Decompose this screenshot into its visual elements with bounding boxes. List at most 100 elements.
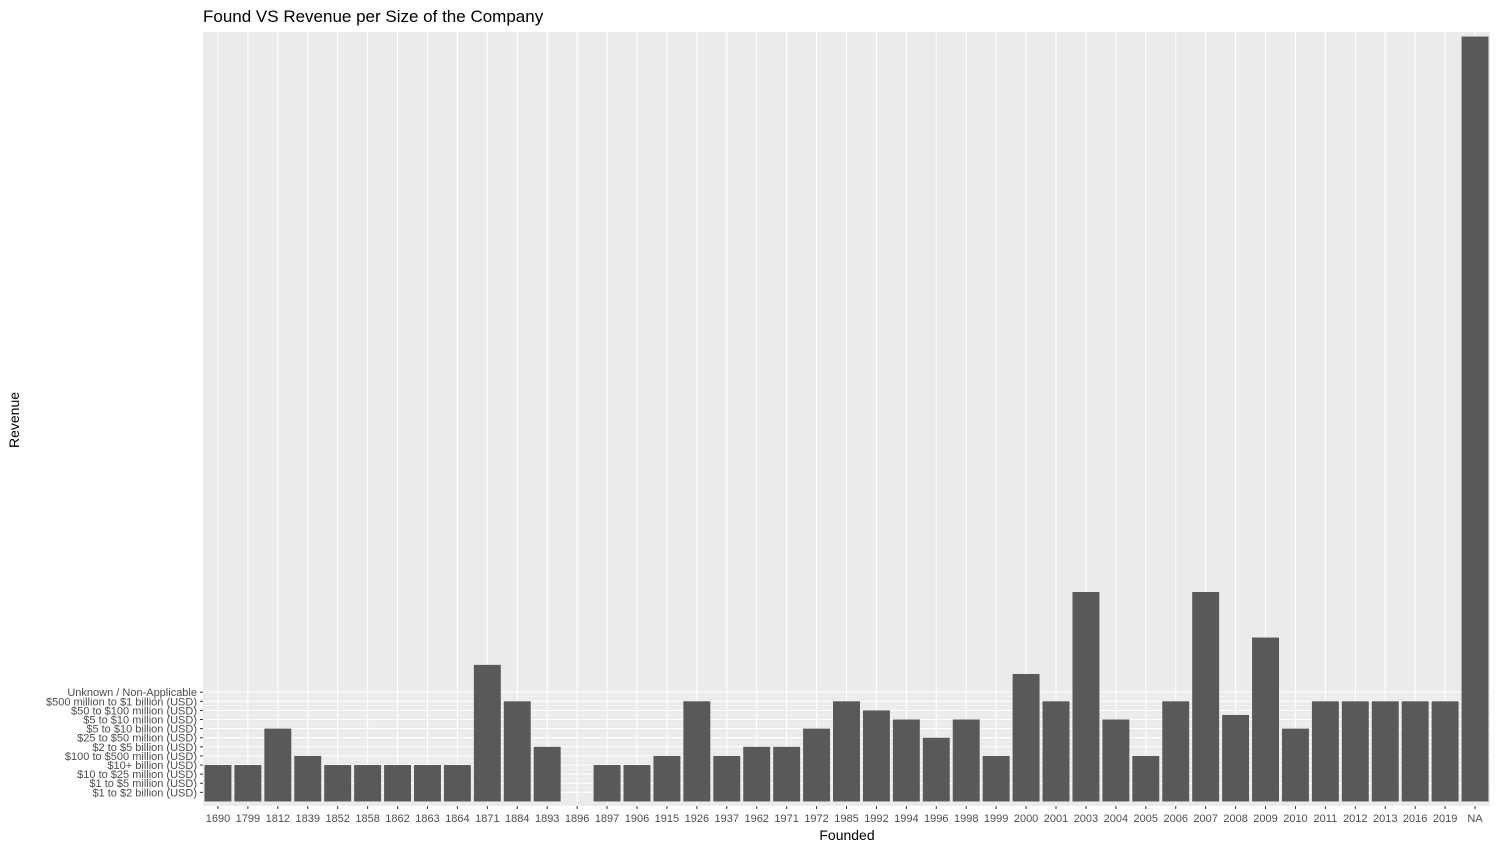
bar <box>1281 728 1309 802</box>
bar <box>503 701 531 802</box>
bar <box>1132 755 1160 802</box>
bar <box>1042 701 1070 802</box>
bar <box>743 746 771 802</box>
x-tick-label: 1893 <box>535 813 559 825</box>
bar <box>593 765 621 802</box>
y-tick-label: $1 to $5 million (USD) <box>89 778 197 790</box>
x-tick-label: 1864 <box>445 813 469 825</box>
x-tick-label: 1906 <box>625 813 649 825</box>
x-tick-label: 2004 <box>1104 813 1128 825</box>
x-tick-label: 1971 <box>774 813 798 825</box>
bar <box>922 737 950 802</box>
bar <box>982 755 1010 802</box>
bar <box>1461 36 1489 802</box>
bar <box>533 746 561 802</box>
x-tick-label: 1996 <box>924 813 948 825</box>
x-tick-label: 1863 <box>415 813 439 825</box>
y-tick-label: Unknown / Non-Applicable <box>67 687 197 699</box>
y-tick-label: $500 million to $1 billion (USD) <box>46 696 197 708</box>
bar <box>1102 719 1130 802</box>
bar <box>1162 701 1190 802</box>
x-tick-label: 1799 <box>236 813 260 825</box>
y-tick-label: $1 to $2 billion (USD) <box>92 787 197 799</box>
x-tick-label: 2008 <box>1223 813 1247 825</box>
x-tick-label: 2000 <box>1014 813 1038 825</box>
x-tick-label: 1937 <box>715 813 739 825</box>
chart-title: Found VS Revenue per Size of the Company <box>203 7 544 26</box>
x-tick-label: 1871 <box>475 813 499 825</box>
x-tick-label: 2016 <box>1403 813 1427 825</box>
bar <box>833 701 860 802</box>
x-tick-label: 1690 <box>206 813 230 825</box>
x-tick-label: 1852 <box>325 813 349 825</box>
x-tick-label: 1999 <box>984 813 1008 825</box>
x-tick-label: 2005 <box>1134 813 1158 825</box>
bar <box>324 765 352 802</box>
x-tick-label: 1972 <box>804 813 828 825</box>
bar <box>862 710 890 802</box>
bar <box>264 728 292 802</box>
x-tick-label: 1839 <box>296 813 320 825</box>
bar <box>1252 637 1279 802</box>
bar <box>443 765 471 802</box>
x-tick-label: 1962 <box>744 813 768 825</box>
y-tick-label: $100 to $500 million (USD) <box>65 751 197 763</box>
bar <box>414 765 441 802</box>
bar <box>683 701 711 802</box>
x-tick-label: 2001 <box>1044 813 1068 825</box>
bar <box>892 719 920 802</box>
x-tick-label: 2011 <box>1314 813 1338 825</box>
y-axis-ticks: $1 to $2 billion (USD)$1 to $5 million (… <box>46 687 203 799</box>
bar <box>1012 673 1040 802</box>
x-tick-label: 1862 <box>385 813 409 825</box>
x-tick-label: 1994 <box>894 813 918 825</box>
bar <box>952 719 980 802</box>
bar <box>1371 701 1399 802</box>
x-tick-label: 2013 <box>1373 813 1397 825</box>
bar <box>653 755 681 802</box>
bar <box>623 765 651 802</box>
bar <box>204 765 232 802</box>
y-tick-label: $10 to $25 million (USD) <box>77 769 197 781</box>
y-tick-label: $2 to $5 billion (USD) <box>92 742 197 754</box>
x-axis-title: Founded <box>819 827 874 843</box>
x-tick-label: NA <box>1467 813 1483 825</box>
y-tick-label: $25 to $50 million (USD) <box>77 733 197 745</box>
x-tick-label: 2010 <box>1283 813 1307 825</box>
x-tick-label: 2006 <box>1163 813 1187 825</box>
bar <box>294 755 322 802</box>
bar <box>1222 714 1250 802</box>
bar <box>1401 701 1429 802</box>
y-tick-label: $10+ billion (USD) <box>107 760 197 772</box>
y-tick-label: $50 to $100 million (USD) <box>71 705 197 717</box>
bar <box>1341 701 1369 802</box>
x-tick-label: 1896 <box>565 813 589 825</box>
bars <box>204 36 1489 802</box>
bar <box>1072 592 1100 802</box>
y-axis-title: Revenue <box>6 392 22 448</box>
x-tick-label: 1812 <box>266 813 290 825</box>
x-tick-label: 2009 <box>1253 813 1277 825</box>
x-tick-label: 1884 <box>505 813 529 825</box>
y-tick-label: $5 to $10 million (USD) <box>83 714 197 726</box>
x-tick-label: 1897 <box>595 813 619 825</box>
x-tick-label: 1926 <box>685 813 709 825</box>
bar <box>803 728 831 802</box>
x-tick-label: 1858 <box>355 813 379 825</box>
x-tick-label: 1915 <box>655 813 679 825</box>
x-tick-label: 1985 <box>834 813 858 825</box>
x-tick-label: 1992 <box>864 813 888 825</box>
bar <box>354 765 382 802</box>
bar <box>234 765 262 802</box>
x-tick-label: 2007 <box>1193 813 1217 825</box>
bar <box>1311 701 1339 802</box>
x-tick-label: 2012 <box>1343 813 1367 825</box>
x-tick-label: 2019 <box>1433 813 1457 825</box>
bar <box>773 746 801 802</box>
bar <box>473 664 501 802</box>
y-tick-label: $5 to $10 billion (USD) <box>86 724 197 736</box>
x-tick-label: 2003 <box>1074 813 1098 825</box>
x-axis-ticks: 1690 1799 1812 1839 1852 1858 1862 1863 1864 1871… <box>206 806 1483 825</box>
bar <box>1192 592 1220 802</box>
